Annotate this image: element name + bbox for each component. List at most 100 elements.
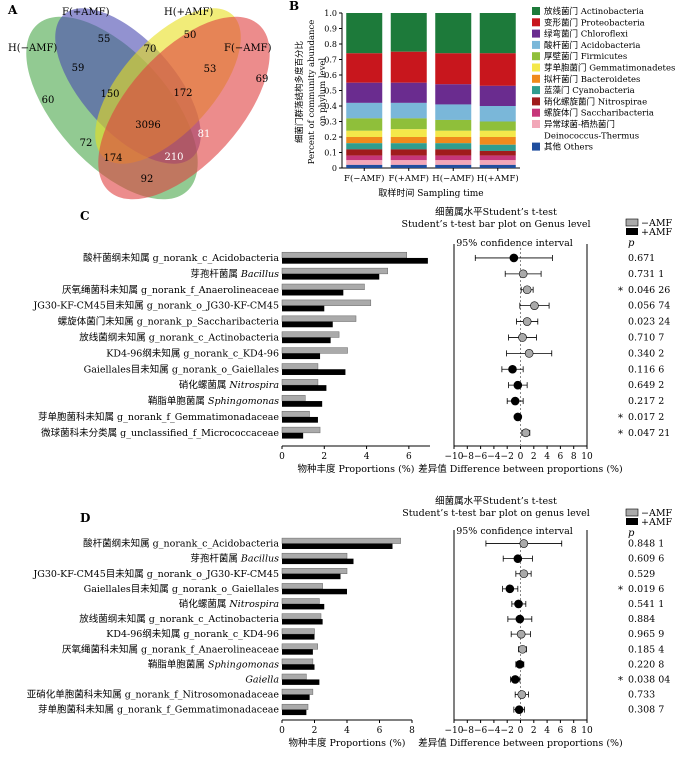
x-axis-title: 取样时间 Sampling time [378, 187, 483, 199]
significance-star: * [618, 413, 623, 424]
stack-bar-segment [390, 137, 427, 144]
stack-bar-segment [479, 150, 516, 156]
legend-label: 芽单胞菌门 Gemmatimonadetes [544, 63, 675, 74]
bar-minus-amf [281, 315, 357, 322]
row-label-en: Nitrospira [228, 599, 279, 610]
diff-point [522, 317, 532, 326]
legend-swatch [532, 63, 540, 72]
right-x-tick-label: −4 [487, 452, 501, 462]
bar-plus-amf [282, 401, 323, 407]
legend-label: 蓝藻门 Cyanobacteria [544, 85, 635, 96]
stacked-bar-chart: 0 0.1 0.2 0.3 0.4 0.5 0.6 0.7 0.8 0.9 1.0 F(−AMF) F(… [294, 6, 675, 199]
row-label-cn: 螺旋体菌门未知属 [58, 316, 137, 328]
diff-point [519, 539, 529, 548]
p-value: 0.541 1 [628, 599, 664, 610]
row-label: 酸杆菌纲未知属 g_norank_c_Acidobacteria [83, 252, 279, 264]
row-label: 芽单胞菌科未知属 g_norank_f_Gemmatimonadaceae [38, 704, 279, 716]
row-label-en: g_norank_c_Acidobacteria [153, 253, 280, 264]
row-label-cn: 芽单胞菌科未知属 [38, 411, 117, 423]
panel-label-a: A [7, 3, 18, 17]
row-label: Gaiella [245, 674, 279, 685]
right-x-tick-label: 2 [531, 452, 537, 462]
diff-point [518, 269, 528, 279]
ci-label: 95% confidence interval [456, 238, 573, 249]
right-x-tick-label: 6 [558, 726, 564, 736]
panel-label-b: B [289, 0, 299, 13]
row-label-en: g_unclassified_f_Micrococcaceae [120, 428, 279, 439]
legend-label: 厚壁菌门 Firmicutes [544, 51, 627, 62]
p-value: 0.671 [628, 253, 655, 264]
diff-point [518, 644, 527, 654]
diff-point [530, 301, 539, 310]
significance-star: * [618, 585, 623, 596]
y-axis-title: 细菌门群落结构多度百分比 [294, 41, 305, 143]
legend-swatch [532, 29, 540, 38]
bar-plus-amf [282, 588, 347, 595]
row-label-en: g_norank_f_Anaerolineaceae [141, 285, 279, 296]
legend-swatch [532, 108, 540, 117]
legend-swatch [532, 40, 540, 49]
diff-point [516, 629, 526, 639]
p-value: 0.038 04 [628, 674, 670, 685]
p-value: 0.965 9 [628, 629, 664, 640]
bar-plus-amf [282, 679, 320, 685]
legend-swatch-plus [626, 518, 638, 525]
chart-title-cn: 细菌属水平Student’s t-test [435, 206, 557, 218]
bar-plus-amf [282, 353, 321, 360]
y-tick-label: 0.2 [324, 133, 337, 142]
bar-plus-amf [282, 573, 341, 580]
bar-minus-amf [281, 299, 372, 306]
diff-point [522, 285, 532, 295]
row-label-en: g_norank_c_Acidobacteria [153, 539, 280, 550]
legend-label: 异常球菌-栖热菌门 Deinococcus-Thermus [544, 119, 639, 141]
diff-point [518, 333, 527, 342]
left-x-tick-label: 8 [409, 726, 415, 736]
bar-plus-amf [282, 664, 315, 670]
p-value: 0.529 [628, 569, 655, 580]
p-value: 0.116 6 [628, 364, 664, 375]
legend-swatch-minus [625, 508, 639, 517]
legend-label: 其他 Others [544, 142, 593, 153]
bar-plus-amf [282, 416, 318, 423]
stack-bar-segment [346, 53, 383, 83]
legend-swatch [532, 52, 540, 61]
venn-region-count: 60 [42, 95, 55, 106]
row-label-cn: JG30-KF-CM45目未知属 [32, 300, 146, 312]
diff-point [515, 660, 525, 669]
bar-plus-amf [282, 305, 325, 312]
panel-label-c: C [80, 209, 90, 223]
row-label: 酸杆菌纲未知属 g_norank_c_Acidobacteria [83, 538, 279, 550]
bar-minus-amf [281, 583, 323, 590]
diff-point [510, 675, 520, 684]
row-label-cn: 厌氧绳菌科未知属 [62, 643, 141, 655]
row-label-en: g_norank_o_Gaiellales [172, 584, 279, 595]
row-label-cn: 硝化螺菌属 [179, 379, 227, 391]
bar-plus-amf [282, 543, 393, 549]
legend-swatch [532, 18, 540, 27]
right-x-tick-label: 10 [581, 452, 593, 462]
right-x-tick-label: −8 [461, 726, 475, 736]
bar-minus-amf [281, 552, 348, 559]
row-label: 放线菌纲未知属 g_norank_c_Actinobacteria [79, 613, 279, 625]
left-x-axis-title: 物种丰度 Proportions (%) [288, 737, 405, 749]
row-label-en: Bacillus [240, 269, 279, 280]
row-label: 芽孢杆菌属 Bacillus [190, 553, 279, 565]
stack-bar-segment [479, 130, 516, 137]
stack-bar-segment [435, 137, 472, 144]
significance-star: * [618, 286, 623, 297]
bar-plus-amf [282, 649, 313, 655]
p-value: 0.649 2 [628, 380, 664, 391]
left-x-tick-label: 6 [406, 452, 412, 462]
p-value: 0.217 2 [628, 396, 664, 407]
right-x-tick-label: −6 [474, 726, 488, 736]
diff-point [517, 690, 527, 699]
legend-label: 酸杆菌门 Acidobacteria [544, 40, 640, 51]
bar-minus-amf [281, 598, 320, 605]
p-value: 0.056 74 [628, 301, 670, 312]
venn-region-count: 3096 [135, 120, 160, 131]
y-tick-label: 1.0 [324, 9, 337, 18]
row-label-en: Gaiella [245, 674, 279, 685]
venn-region-count: 70 [144, 44, 157, 55]
